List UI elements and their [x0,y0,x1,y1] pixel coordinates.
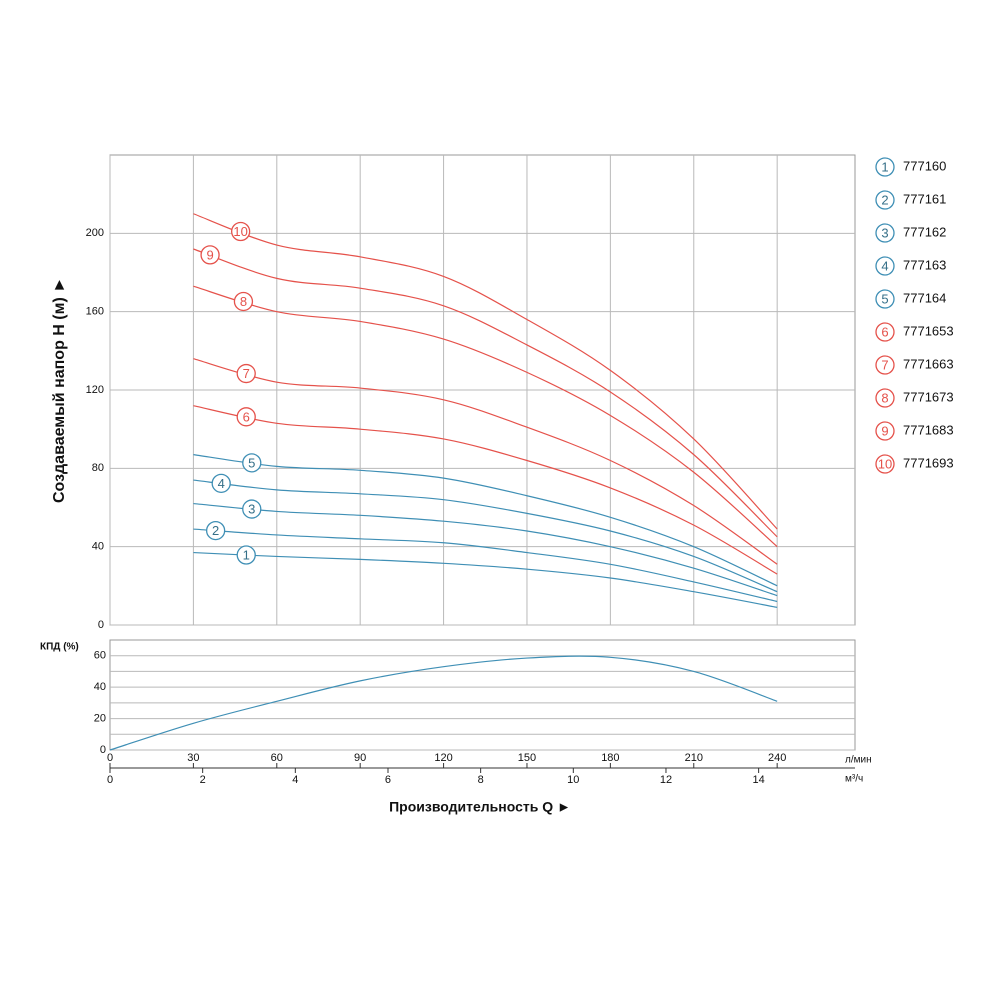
curve-label-circle [233,291,254,312]
curve-label-circle [242,453,262,473]
legend-number-circle [875,223,895,243]
x2-tick-label: 12 [660,774,672,786]
curve-label-circle [231,221,251,242]
legend-label: 777163 [903,257,946,272]
plot-frame [109,639,856,751]
x2-tick-label: 0 [107,774,113,786]
legend-number: 1 [881,159,888,174]
y-tick-label: 160 [86,306,104,318]
x2-tick-label: 14 [753,774,765,786]
curve-label-circle [236,407,256,427]
data-line [193,454,778,587]
data-line [193,528,778,603]
curve-label: 6 [243,409,250,424]
legend-number-circle [875,355,895,375]
curve-label: 9 [206,247,213,262]
legend-number: 6 [881,324,888,339]
legend-number-circle [875,157,895,177]
curve-label-circle [242,499,262,519]
legend-number: 7 [881,357,888,372]
legend-label: 777162 [903,224,946,239]
curve-label-circle [211,473,231,493]
x2-tick-label: 10 [567,774,579,786]
x-tick-label: 150 [518,752,536,764]
legend-label: 7771673 [903,389,954,404]
x-tick-label: 120 [434,752,452,764]
y-axis-title: Создаваемый напор H (м) ► [51,277,68,503]
curve-label: 1 [243,547,250,562]
legend-number: 8 [881,390,888,405]
y-tick-label: 200 [86,227,104,239]
legend-number: 5 [881,291,888,306]
curve-label: 10 [233,224,247,239]
legend-label: 777164 [903,290,946,305]
y-tick-label: 0 [100,744,106,756]
x2-tick-label: 4 [292,774,298,786]
x-tick-label: 180 [601,752,619,764]
y-tick-label: 120 [86,384,104,396]
legend-number-circle [875,190,895,210]
legend-label: 7771653 [903,323,954,338]
data-line [193,502,778,597]
data-line [193,479,778,593]
legend-number-circle [875,289,895,309]
legend-number: 4 [881,258,888,273]
curve-label: 5 [248,455,255,470]
y-tick-label: 0 [98,619,104,631]
y-tick-label: 40 [92,541,104,553]
legend-number: 9 [881,423,888,438]
data-line [109,655,778,751]
data-line [193,285,778,548]
legend-number: 2 [881,192,888,207]
legend-number: 3 [881,225,888,240]
legend-label: 7771683 [903,422,954,437]
curve-label-circle [236,363,256,384]
x-axis-title: Производительность Q ► [389,799,571,815]
legend-number: 10 [878,456,892,471]
curve-label: 8 [240,294,247,309]
data-line [193,248,778,538]
x-tick-label: 90 [354,752,366,764]
legend-number-circle [875,322,895,342]
data-line [193,358,778,565]
x-unit: л/мин [845,755,872,766]
data-line [193,405,778,575]
x-tick-label: 0 [107,752,113,764]
legend-label: 777161 [903,191,946,206]
x2-tick-label: 6 [385,774,391,786]
x-tick-label: 240 [768,752,786,764]
curve-label-circle [200,245,220,265]
curve-label: 7 [243,366,250,381]
legend-label: 7771663 [903,356,954,371]
curve-label: 3 [248,502,255,517]
x2-tick-label: 2 [200,774,206,786]
data-line [193,213,778,530]
y-axis-title: КПД (%) [40,642,79,653]
x2-tick-label: 8 [478,774,484,786]
x-tick-label: 30 [187,752,199,764]
legend-number-circle [875,421,895,441]
curve-label: 4 [218,476,225,491]
x-tick-label: 210 [685,752,703,764]
data-line [193,551,778,608]
curve-label-circle [205,520,226,541]
y-tick-label: 80 [92,462,104,474]
legend-number-circle [875,388,895,408]
legend-label: 7771693 [903,455,954,470]
curve-label-circle [236,545,256,565]
y-tick-label: 20 [94,712,106,724]
y-tick-label: 40 [94,681,106,693]
legend-number-circle [875,256,895,276]
curve-label: 2 [212,523,219,538]
legend-number-circle [875,454,895,474]
y-tick-label: 60 [94,650,106,662]
x2-unit: м³/ч [845,774,863,785]
legend-label: 777160 [903,158,946,173]
x-tick-label: 60 [271,752,283,764]
